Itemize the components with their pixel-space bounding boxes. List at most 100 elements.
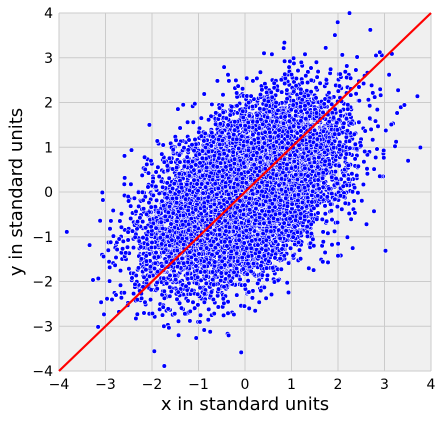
scatter-point bbox=[185, 120, 190, 125]
scatter-point bbox=[194, 336, 199, 341]
scatter-point bbox=[365, 167, 370, 172]
scatter-point bbox=[176, 333, 181, 338]
scatter-point bbox=[101, 254, 106, 259]
scatter-point bbox=[402, 103, 407, 108]
scatter-point bbox=[128, 204, 133, 209]
scatter-point bbox=[370, 138, 375, 143]
scatter-point bbox=[316, 69, 321, 74]
scatter-point bbox=[198, 320, 203, 325]
scatter-point bbox=[176, 107, 181, 112]
scatter-point bbox=[113, 263, 118, 268]
scatter-point bbox=[181, 102, 186, 107]
scatter-point bbox=[394, 140, 399, 145]
scatter-point bbox=[387, 72, 392, 77]
scatter-point bbox=[343, 70, 348, 75]
scatter-point bbox=[106, 248, 111, 253]
scatter-point bbox=[355, 173, 360, 178]
scatter-point bbox=[107, 279, 112, 284]
scatter-point bbox=[244, 76, 249, 81]
scatter-point bbox=[131, 291, 136, 296]
scatter-point bbox=[361, 182, 366, 187]
scatter-point bbox=[221, 313, 226, 318]
scatter-point bbox=[286, 261, 291, 266]
scatter-point bbox=[160, 313, 165, 318]
scatter-point bbox=[239, 350, 244, 355]
scatter-point bbox=[395, 111, 400, 116]
scatter-point bbox=[316, 211, 321, 216]
scatter-point bbox=[297, 248, 302, 253]
scatter-point bbox=[375, 147, 380, 152]
scatter-point bbox=[127, 266, 132, 271]
scatter-point bbox=[350, 246, 355, 251]
scatter-point bbox=[323, 204, 328, 209]
scatter-point bbox=[326, 260, 331, 265]
scatter-point bbox=[340, 207, 345, 212]
scatter-point bbox=[152, 349, 157, 354]
scatter-point bbox=[119, 296, 124, 301]
scatter-point bbox=[126, 238, 131, 243]
scatter-point bbox=[240, 87, 245, 92]
scatter-point bbox=[372, 209, 377, 214]
scatter-point bbox=[226, 333, 231, 338]
scatter-point bbox=[243, 283, 248, 288]
scatter-point bbox=[286, 290, 291, 295]
scatter-point bbox=[371, 91, 376, 96]
scatter-point bbox=[122, 176, 127, 181]
scatter-point bbox=[177, 153, 182, 158]
scatter-point bbox=[309, 66, 314, 71]
scatter-point bbox=[338, 72, 343, 77]
scatter-point bbox=[253, 309, 258, 314]
scatter-point bbox=[396, 88, 401, 93]
scatter-point bbox=[389, 122, 394, 127]
scatter-point bbox=[406, 159, 411, 164]
scatter-point bbox=[296, 68, 301, 73]
scatter-point bbox=[136, 266, 141, 271]
scatter-point bbox=[235, 293, 240, 298]
scatter-point bbox=[365, 172, 370, 177]
scatter-point bbox=[128, 216, 133, 221]
scatter-point bbox=[147, 123, 152, 128]
scatter-point bbox=[109, 219, 114, 224]
scatter-point bbox=[336, 241, 341, 246]
scatter-point bbox=[368, 28, 373, 33]
scatter-point bbox=[154, 170, 159, 175]
scatter-point bbox=[140, 173, 145, 178]
scatter-point bbox=[270, 52, 275, 57]
scatter-point bbox=[383, 249, 388, 254]
scatter-point bbox=[321, 260, 326, 265]
scatter-point bbox=[373, 119, 378, 124]
scatter-point bbox=[238, 277, 243, 282]
scatter-point bbox=[369, 83, 374, 88]
scatter-point bbox=[122, 291, 127, 296]
scatter-point bbox=[216, 305, 221, 310]
scatter-point bbox=[202, 328, 207, 333]
scatter-point bbox=[168, 294, 173, 299]
scatter-point bbox=[134, 316, 139, 321]
scatter-point bbox=[91, 278, 96, 283]
scatter-point bbox=[360, 199, 365, 204]
scatter-point bbox=[373, 155, 378, 160]
scatter-point bbox=[131, 245, 136, 250]
scatter-point bbox=[375, 107, 380, 112]
scatter-point bbox=[354, 92, 359, 97]
scatter-point bbox=[335, 20, 340, 25]
scatter-point bbox=[193, 137, 198, 142]
scatter-point bbox=[118, 283, 123, 288]
scatter-point bbox=[282, 59, 287, 64]
scatter-point bbox=[303, 52, 308, 57]
scatter-point bbox=[357, 85, 362, 90]
scatter-point bbox=[191, 120, 196, 125]
scatter-point bbox=[65, 230, 70, 235]
scatter-point bbox=[378, 93, 383, 98]
scatter-point bbox=[108, 240, 113, 245]
scatter-point bbox=[265, 277, 270, 282]
scatter-point bbox=[357, 120, 362, 125]
scatter-point bbox=[142, 311, 147, 316]
scatter-point bbox=[368, 116, 373, 121]
scatter-point bbox=[366, 97, 371, 102]
scatter-point bbox=[353, 157, 358, 162]
scatter-point bbox=[215, 79, 220, 84]
scatter-point bbox=[318, 81, 323, 86]
